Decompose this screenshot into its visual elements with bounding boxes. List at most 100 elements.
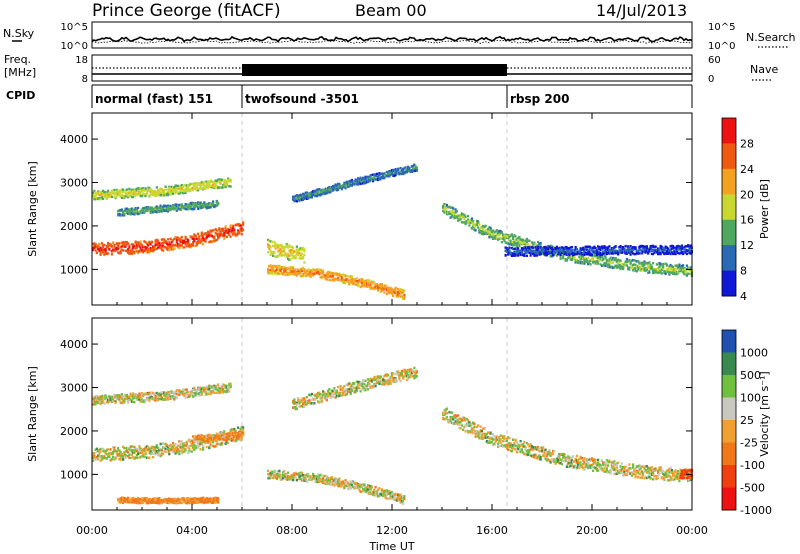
echo-cell xyxy=(307,273,310,276)
echo-cell xyxy=(595,260,598,263)
echo-cell xyxy=(188,243,191,246)
echo-cell xyxy=(197,436,200,439)
echo-cell xyxy=(270,267,273,270)
echo-cell xyxy=(150,189,153,192)
echo-cell xyxy=(212,388,215,391)
echo-cell xyxy=(545,246,548,250)
echo-cell xyxy=(650,248,653,251)
echo-cell xyxy=(130,252,133,255)
echo-cell xyxy=(349,278,352,282)
echo-cell xyxy=(217,385,220,388)
echo-cell xyxy=(212,183,215,186)
echo-cell xyxy=(193,386,196,390)
echo-cell xyxy=(413,163,416,166)
y-tick-label: 3000 xyxy=(60,177,88,190)
echo-cell xyxy=(200,387,203,391)
echo-cell xyxy=(135,393,138,396)
echo-cell xyxy=(664,248,667,251)
echo-cell xyxy=(103,243,106,247)
echo-cell xyxy=(203,181,206,184)
echo-cell xyxy=(393,169,396,172)
echo-cell xyxy=(133,251,136,254)
echo-cell xyxy=(334,271,337,275)
echo-cell xyxy=(104,250,107,253)
echo-cell xyxy=(633,259,636,262)
echo-cell xyxy=(123,245,126,249)
echo-cell xyxy=(115,449,118,453)
echo-cell xyxy=(127,191,130,194)
echo-cell xyxy=(94,191,97,195)
echo-cell xyxy=(385,170,388,174)
echo-cell xyxy=(128,194,131,198)
echo-cell xyxy=(538,253,541,256)
echo-cell xyxy=(493,235,496,238)
echo-cell xyxy=(217,201,220,204)
echo-cell xyxy=(103,456,106,459)
echo-cell xyxy=(102,457,105,460)
echo-cell xyxy=(235,223,238,227)
echo-cell xyxy=(380,283,383,286)
echo-cell xyxy=(233,231,236,234)
echo-cell xyxy=(517,237,520,240)
echo-cell xyxy=(182,241,185,244)
echo-cell xyxy=(649,266,652,269)
echo-cell xyxy=(295,200,298,203)
echo-cell xyxy=(215,391,218,394)
echo-cell xyxy=(122,190,125,193)
echo-cell xyxy=(160,238,163,241)
echo-cell xyxy=(118,453,121,456)
echo-cell xyxy=(598,245,601,249)
echo-cell xyxy=(367,180,370,184)
echo-cell xyxy=(510,246,513,250)
echo-cell xyxy=(117,194,120,197)
echo-cell xyxy=(637,251,640,254)
echo-cell xyxy=(290,245,293,249)
echo-cell xyxy=(325,272,328,275)
echo-cell xyxy=(170,207,173,210)
echo-cell xyxy=(503,238,506,241)
echo-cell xyxy=(639,266,642,269)
noise-left-tick-top: 10^5 xyxy=(61,22,88,33)
echo-cell xyxy=(153,247,156,250)
echo-cell xyxy=(495,233,498,236)
echo-cell xyxy=(620,247,623,251)
echo-cell xyxy=(385,292,388,296)
echo-cell xyxy=(513,250,516,253)
echo-cell xyxy=(154,396,157,400)
colorbar-tick-label: 12 xyxy=(740,239,754,252)
echo-cell xyxy=(118,193,121,196)
echo-cell xyxy=(140,394,143,397)
echo-cell xyxy=(114,249,117,252)
echo-cell xyxy=(105,396,108,399)
echo-cell xyxy=(637,265,640,268)
echo-cell xyxy=(319,194,322,197)
echo-cell xyxy=(115,394,118,397)
echo-cell xyxy=(334,277,337,280)
echo-cell xyxy=(113,195,116,198)
echo-cell xyxy=(119,195,122,198)
echo-cell xyxy=(270,272,273,275)
echo-cell xyxy=(164,396,167,400)
echo-cell xyxy=(680,269,683,272)
echo-cell xyxy=(198,437,201,440)
echo-cell xyxy=(528,246,531,249)
echo-cell xyxy=(343,181,346,185)
echo-cell xyxy=(109,192,112,195)
echo-cell xyxy=(653,246,656,249)
echo-cell xyxy=(228,233,231,237)
echo-cell xyxy=(138,212,141,215)
echo-cell xyxy=(132,212,135,215)
echo-cell xyxy=(305,274,308,277)
echo-cell xyxy=(653,267,656,271)
echo-cell xyxy=(94,401,97,404)
echo-cell xyxy=(404,170,407,173)
echo-cell xyxy=(328,187,331,190)
echo-cell xyxy=(143,448,146,451)
echo-cell xyxy=(599,247,602,250)
echo-cell xyxy=(289,248,292,252)
echo-cell xyxy=(110,195,113,198)
echo-cell xyxy=(208,181,211,185)
echo-cell xyxy=(117,245,120,248)
echo-cell xyxy=(154,206,157,209)
echo-cell xyxy=(324,189,327,192)
